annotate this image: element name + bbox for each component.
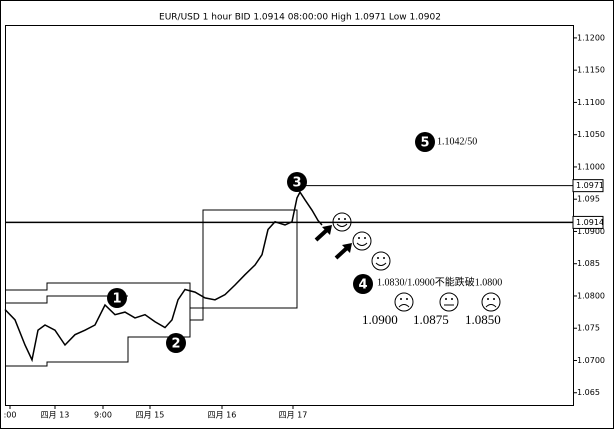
y-tick-label: 1.0700 (577, 356, 605, 365)
price-box (572, 179, 604, 193)
arrow-heads (322, 225, 352, 253)
annotation-text: 1.1042/50 (437, 136, 477, 147)
price-label: 1.0971 (576, 181, 604, 190)
y-tick-label: 1.075 (577, 324, 600, 333)
x-tick-label: 四月 16 (208, 411, 237, 420)
marker-number: 2 (171, 337, 180, 352)
marker-number: 5 (420, 136, 429, 151)
y-tick-label: 1.0800 (577, 291, 605, 300)
x-tick-label: 四月 15 (136, 411, 165, 420)
marker-circle (107, 288, 127, 308)
marker-circle (166, 333, 186, 353)
marker-circle (287, 172, 307, 192)
y-tick-label: 1.1200 (577, 33, 605, 42)
plot-frame (5, 25, 574, 406)
marker-number: 3 (292, 176, 301, 191)
y-tick-label: 1.065 (577, 388, 600, 397)
x-tick-label: 四月 13 (41, 411, 70, 420)
y-tick-label: 1.1150 (577, 66, 605, 75)
smiley-faces (336, 223, 497, 308)
x-tick-label: 四月 17 (279, 411, 308, 420)
marker-circle (415, 132, 435, 152)
annotation-text: 1.0900 (362, 312, 398, 327)
y-tick-label: 1.085 (577, 259, 600, 268)
smiley-eyes (338, 218, 495, 300)
y-tick-label: 1.095 (577, 195, 600, 204)
x-tick-label: 9:00 (94, 411, 112, 420)
y-tick-label: 1.1050 (577, 130, 605, 139)
marker-number: 1 (112, 292, 121, 307)
price-label: 1.0914 (576, 218, 604, 227)
x-tick-label: :00 (4, 411, 17, 420)
price-line-series (4, 190, 323, 363)
chart-title: EUR/USD 1 hour BID 1.0914 08:00:00 High … (159, 13, 441, 23)
y-tick-label: 1.0900 (577, 227, 605, 236)
y-tick-label: 1.1100 (577, 98, 605, 107)
annotation-text: 1.0875 (413, 312, 449, 327)
annotation-text: 1.0830/1.0900不能跌破1.0800 (377, 275, 502, 288)
y-tick-label: 1.1000 (577, 162, 605, 171)
annotation-text: 1.0850 (465, 312, 501, 327)
range-boxes (5, 209, 298, 367)
marker-number: 4 (358, 278, 367, 293)
marker-circle (353, 274, 373, 294)
price-box (572, 215, 604, 229)
